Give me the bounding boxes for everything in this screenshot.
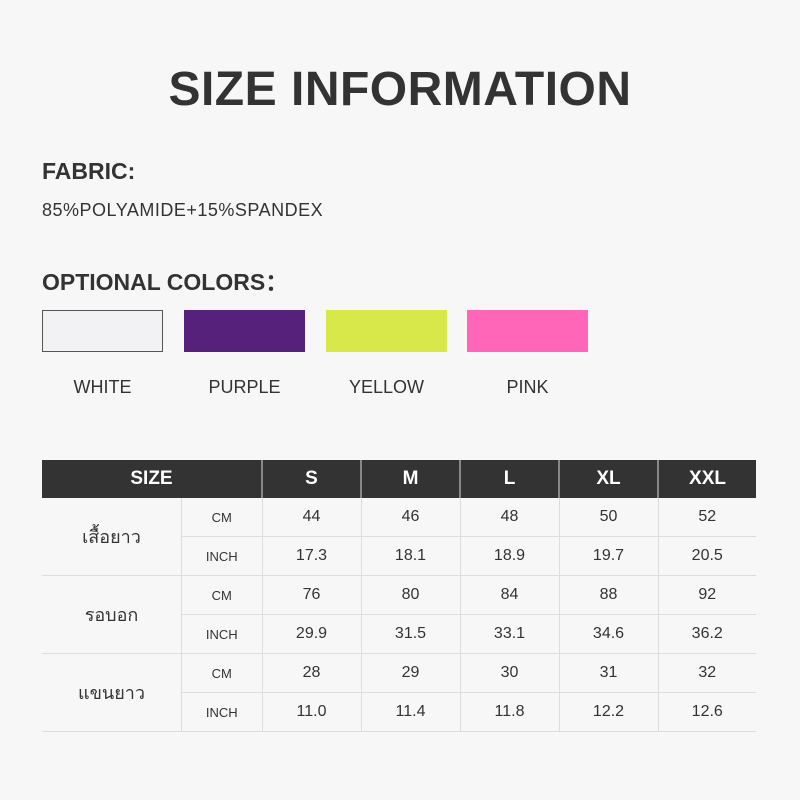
header-cell: L <box>459 460 559 498</box>
color-swatch-white <box>42 310 163 352</box>
color-label: WHITE <box>73 377 132 397</box>
table-row: INCH 11.0 11.4 11.8 12.2 12.6 <box>42 692 756 732</box>
value-cell: 11.8 <box>459 692 559 732</box>
color-swatch-purple <box>184 310 305 352</box>
value-cell: 12.2 <box>558 692 658 732</box>
value-cell: 18.1 <box>360 536 460 576</box>
page-title: SIZE INFORMATION <box>168 63 632 116</box>
unit-cell: CM <box>181 498 262 537</box>
table-row: INCH 17.3 18.1 18.9 19.7 20.5 <box>42 536 756 576</box>
header-cell: XL <box>558 460 658 498</box>
measure-name: เสื้อยาว <box>42 498 182 576</box>
color-swatch-pink <box>467 310 588 352</box>
value-cell: 52 <box>657 498 756 537</box>
value-cell: 44 <box>261 498 361 537</box>
value-cell: 33.1 <box>459 614 559 654</box>
color-swatch-yellow <box>326 310 447 352</box>
value-cell: 19.7 <box>558 536 658 576</box>
value-cell: 18.9 <box>459 536 559 576</box>
color-label: YELLOW <box>348 377 425 397</box>
value-cell: 29.9 <box>261 614 361 654</box>
unit-cell: INCH <box>181 614 262 654</box>
fabric-label: FABRIC: <box>42 158 136 184</box>
unit-cell: INCH <box>181 692 262 732</box>
value-cell: 88 <box>558 575 658 615</box>
value-cell: 92 <box>657 575 756 615</box>
value-cell: 31 <box>558 653 658 693</box>
value-cell: 50 <box>558 498 658 537</box>
fabric-value: 85%POLYAMIDE+15%SPANDEX <box>42 200 324 220</box>
value-cell: 29 <box>360 653 460 693</box>
header-cell: M <box>360 460 460 498</box>
value-cell: 11.4 <box>360 692 460 732</box>
value-cell: 76 <box>261 575 361 615</box>
header-cell: XXL <box>657 460 756 498</box>
value-cell: 12.6 <box>657 692 756 732</box>
value-cell: 31.5 <box>360 614 460 654</box>
unit-cell: CM <box>181 575 262 615</box>
value-cell: 28 <box>261 653 361 693</box>
value-cell: 11.0 <box>261 692 361 732</box>
table-row: เสื้อยาว CM 44 46 48 50 52 <box>42 498 756 576</box>
color-label: PURPLE <box>208 377 281 397</box>
unit-cell: INCH <box>181 536 262 576</box>
value-cell: 17.3 <box>261 536 361 576</box>
value-cell: 46 <box>360 498 460 537</box>
header-cell: S <box>261 460 361 498</box>
measure-name: รอบอก <box>42 575 182 654</box>
table-row: แขนยาว CM 28 29 30 31 32 <box>42 653 756 732</box>
header-cell: SIZE <box>42 460 262 498</box>
measure-name: แขนยาว <box>42 653 182 732</box>
value-cell: 30 <box>459 653 559 693</box>
value-cell: 36.2 <box>657 614 756 654</box>
value-cell: 48 <box>459 498 559 537</box>
value-cell: 34.6 <box>558 614 658 654</box>
table-row: รอบอก CM 76 80 84 88 92 <box>42 575 756 654</box>
value-cell: 80 <box>360 575 460 615</box>
table-row: INCH 29.9 31.5 33.1 34.6 36.2 <box>42 614 756 654</box>
colors-label: OPTIONAL COLORS： <box>42 269 289 295</box>
color-label: PINK <box>506 377 549 397</box>
size-table: SIZE S M L XL XXL เสื้อยาว CM 44 46 48 50 52 INCH 17.… <box>42 460 756 732</box>
value-cell: 84 <box>459 575 559 615</box>
value-cell: 20.5 <box>657 536 756 576</box>
unit-cell: CM <box>181 653 262 693</box>
value-cell: 32 <box>657 653 756 693</box>
